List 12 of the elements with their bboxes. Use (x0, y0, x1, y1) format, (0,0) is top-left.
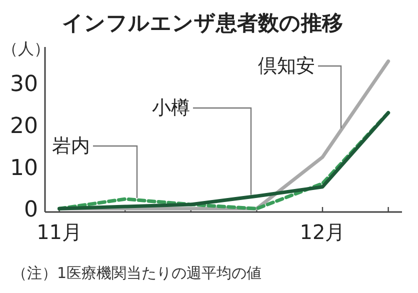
x-tick-label: 11月 (36, 220, 82, 244)
text: （注）1医療機関当たりの週平均の値 (12, 264, 262, 282)
text: 倶知安 (258, 55, 315, 77)
y-tick-label: 30 (10, 72, 38, 98)
text: 岩内 (52, 135, 90, 157)
text: 小樽 (152, 97, 190, 119)
y-tick-label: 10 (10, 156, 38, 181)
chart-title: インフルエンザ患者数の推移 (62, 11, 343, 35)
y-tick-label: 0 (24, 198, 38, 223)
y-tick-label: 20 (10, 114, 38, 139)
x-tick-label: 12月 (300, 220, 346, 244)
y-axis-title: （人） (2, 39, 50, 58)
